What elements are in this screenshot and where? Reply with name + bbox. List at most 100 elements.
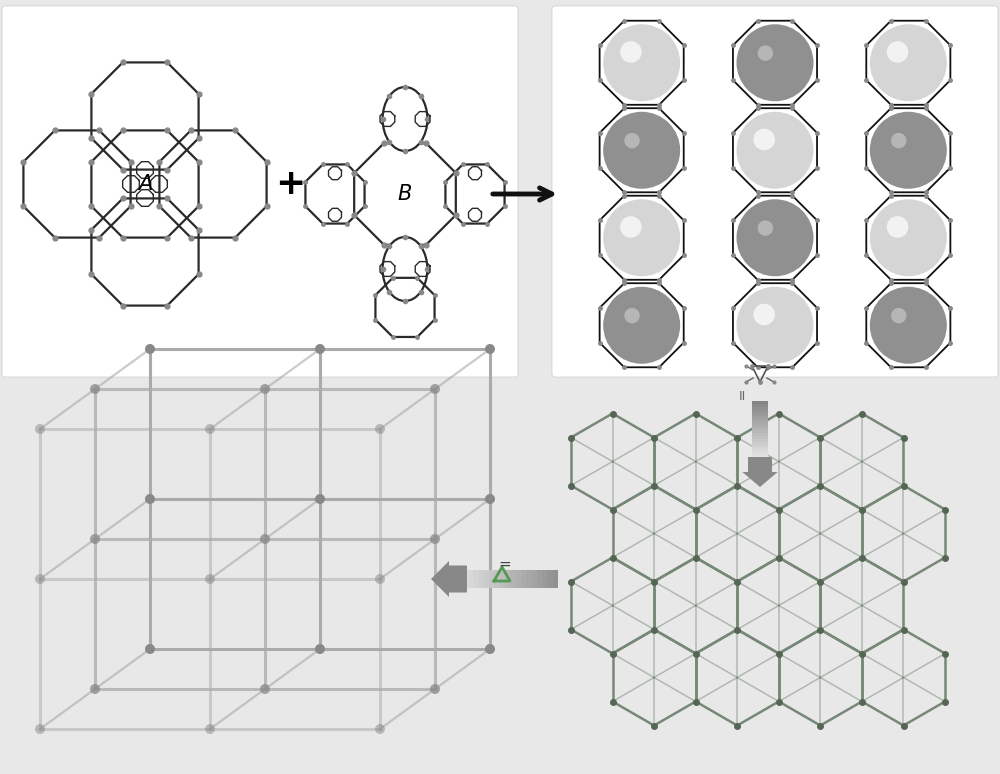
Bar <box>752 409 768 413</box>
Circle shape <box>94 201 196 303</box>
Circle shape <box>870 24 947 101</box>
Bar <box>484 570 489 588</box>
Circle shape <box>35 424 45 434</box>
Bar <box>752 454 768 456</box>
Circle shape <box>485 494 495 504</box>
Circle shape <box>603 199 680 276</box>
Text: A: A <box>138 174 152 194</box>
Bar <box>479 570 484 588</box>
Bar <box>516 570 521 588</box>
Circle shape <box>260 384 270 394</box>
Bar <box>526 570 532 588</box>
Circle shape <box>205 424 215 434</box>
Circle shape <box>90 684 100 694</box>
Circle shape <box>94 65 196 167</box>
Circle shape <box>35 724 45 734</box>
Circle shape <box>315 494 325 504</box>
Circle shape <box>620 216 642 238</box>
FancyArrow shape <box>742 457 778 487</box>
Circle shape <box>603 24 680 101</box>
Bar <box>752 416 768 419</box>
Circle shape <box>205 724 215 734</box>
Bar <box>752 456 768 459</box>
Text: II: II <box>738 389 746 402</box>
Circle shape <box>891 308 906 324</box>
Bar <box>752 442 768 444</box>
Bar <box>468 570 473 588</box>
Bar <box>752 413 768 416</box>
Circle shape <box>205 574 215 584</box>
Circle shape <box>887 41 908 63</box>
Bar <box>537 570 542 588</box>
Ellipse shape <box>383 87 427 151</box>
Circle shape <box>758 221 773 236</box>
Circle shape <box>485 644 495 654</box>
Bar <box>463 570 468 588</box>
Circle shape <box>430 684 440 694</box>
Bar <box>752 421 768 424</box>
Bar <box>752 444 768 447</box>
Circle shape <box>758 46 773 61</box>
Circle shape <box>870 199 947 276</box>
Circle shape <box>870 111 947 189</box>
Circle shape <box>315 344 325 354</box>
FancyBboxPatch shape <box>2 6 518 377</box>
Bar <box>752 439 768 442</box>
Circle shape <box>620 41 642 63</box>
Bar <box>510 570 516 588</box>
Bar <box>752 407 768 409</box>
Bar <box>489 570 494 588</box>
Bar <box>457 570 463 588</box>
Circle shape <box>375 424 385 434</box>
Bar <box>752 427 768 430</box>
Bar <box>494 570 500 588</box>
Bar <box>452 570 457 588</box>
Circle shape <box>603 286 680 364</box>
Text: B: B <box>398 184 412 204</box>
Circle shape <box>624 308 640 324</box>
Circle shape <box>447 166 503 222</box>
Circle shape <box>736 199 814 276</box>
Bar <box>752 401 768 404</box>
Bar <box>752 450 768 454</box>
Circle shape <box>736 24 814 101</box>
Circle shape <box>357 146 453 242</box>
Bar <box>752 430 768 433</box>
Circle shape <box>145 644 155 654</box>
Bar <box>752 433 768 436</box>
Circle shape <box>260 684 270 694</box>
Circle shape <box>26 133 128 235</box>
Circle shape <box>94 133 196 235</box>
Bar <box>547 570 553 588</box>
Circle shape <box>603 111 680 189</box>
Text: =: = <box>499 557 511 571</box>
Bar <box>473 570 479 588</box>
Circle shape <box>90 384 100 394</box>
Circle shape <box>377 279 433 336</box>
Circle shape <box>315 644 325 654</box>
Circle shape <box>145 494 155 504</box>
Circle shape <box>736 111 814 189</box>
Circle shape <box>145 344 155 354</box>
Circle shape <box>35 574 45 584</box>
Circle shape <box>891 133 906 149</box>
Bar <box>542 570 547 588</box>
Circle shape <box>624 133 640 149</box>
Bar <box>752 419 768 421</box>
Circle shape <box>260 534 270 544</box>
Circle shape <box>753 128 775 150</box>
Circle shape <box>90 534 100 544</box>
Circle shape <box>430 534 440 544</box>
Circle shape <box>753 303 775 325</box>
Bar <box>752 404 768 407</box>
Circle shape <box>375 574 385 584</box>
FancyBboxPatch shape <box>552 6 998 377</box>
Bar <box>752 424 768 427</box>
Circle shape <box>307 166 363 222</box>
Bar <box>752 447 768 450</box>
Bar <box>500 570 505 588</box>
Circle shape <box>430 384 440 394</box>
Bar <box>752 436 768 439</box>
Text: +: + <box>275 167 305 201</box>
Bar <box>521 570 526 588</box>
